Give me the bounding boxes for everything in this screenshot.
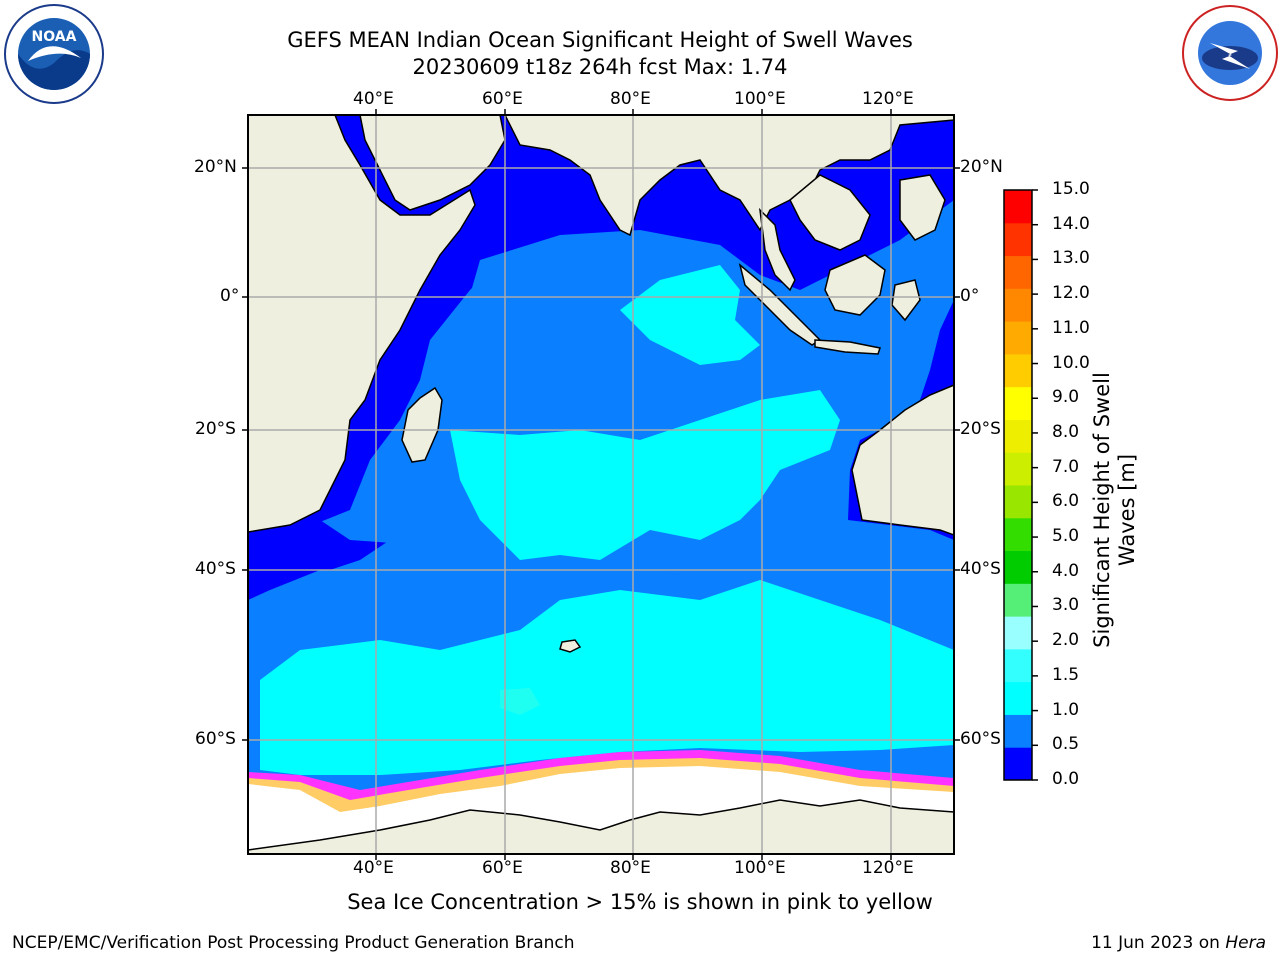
swell-1.5-2-patch: [500, 688, 540, 715]
colorbar-segment: [1004, 255, 1032, 289]
lon-label-top-100e: 100°E: [734, 89, 786, 109]
lat-label-right-40s: 40°S: [960, 559, 1001, 579]
chart-title: GEFS MEAN Indian Ocean Significant Heigh…: [287, 28, 913, 52]
colorbar-segment: [1004, 190, 1032, 224]
colorbar-title-line1: Significant Height of Swell: [1090, 372, 1114, 648]
lat-label-right-20n: 20°N: [960, 157, 1003, 177]
lon-label-bottom-120e: 120°E: [862, 858, 914, 878]
swell-1-1.5-southern: [260, 580, 954, 775]
lat-label-left-60s: 60°S: [195, 729, 236, 749]
land-kerguelen: [559, 639, 582, 653]
colorbar-segment: [1004, 616, 1032, 650]
colorbar-tick-label: 7.0: [1052, 456, 1080, 477]
colorbar-segment: [1004, 517, 1032, 552]
map-ticks: [242, 109, 960, 860]
land-malay-peninsula: [758, 207, 796, 292]
land-madagascar: [401, 386, 443, 463]
colorbar-segment: [1004, 353, 1032, 388]
colorbar-segment: [1004, 222, 1032, 257]
colorbar-tick-label: 13.0: [1052, 248, 1090, 269]
nws-logo: [1182, 5, 1278, 101]
lon-label-top-120e: 120°E: [862, 89, 914, 109]
colorbar-tick-label: 1.0: [1052, 699, 1080, 720]
lon-label-top-40e: 40°E: [353, 89, 394, 109]
land-sumatra: [738, 262, 822, 346]
colorbar-tick-label: 0.5: [1052, 734, 1080, 755]
colorbar-segment: [1004, 321, 1032, 355]
colorbar: [1003, 189, 1038, 781]
colorbar-tick-label: 6.0: [1052, 491, 1080, 512]
colorbar-segment: [1004, 386, 1032, 420]
land-australia: [851, 384, 954, 536]
colorbar-title: Significant Height of Swell Waves [m]: [1090, 330, 1140, 690]
map-frame: [247, 114, 955, 855]
colorbar-segment: [1004, 648, 1032, 683]
colorbar-tick-label: 2.0: [1052, 630, 1080, 651]
colorbar-tick-label: 3.0: [1052, 595, 1080, 616]
colorbar-tick-label: 9.0: [1052, 387, 1080, 408]
colorbar-tick-label: 5.0: [1052, 526, 1080, 547]
colorbar-tick-label: 12.0: [1052, 283, 1090, 304]
land-africa: [248, 115, 476, 533]
land-antarctica: [248, 799, 954, 854]
lat-label-right-0: 0°: [960, 286, 980, 306]
colorbar-segment: [1004, 681, 1032, 715]
lat-label-left-0: 0°: [220, 286, 240, 306]
colorbar-frame: [1003, 189, 1033, 781]
lat-label-left-20s: 20°S: [195, 419, 236, 439]
colorbar-segment: [1004, 714, 1032, 748]
swell-1-1.5-equatorial: [620, 265, 760, 365]
colorbar-segment: [1004, 485, 1032, 519]
lat-label-left-40s: 40°S: [195, 559, 236, 579]
footer-machine: Hera: [1225, 933, 1266, 953]
colorbar-tick-label: 14.0: [1052, 213, 1090, 234]
noaa-logo: NOAA: [4, 4, 104, 104]
noaa-logo-text: NOAA: [32, 29, 77, 45]
lon-label-top-60e: 60°E: [482, 89, 523, 109]
lat-label-left-20n: 20°N: [194, 157, 237, 177]
colorbar-tick-label: 10.0: [1052, 352, 1090, 373]
colorbar-segment: [1004, 550, 1032, 584]
colorbar-segment: [1004, 747, 1032, 781]
colorbar-title-line2: Waves [m]: [1115, 453, 1139, 567]
land-borneo: [824, 254, 886, 316]
swell-0-0.5-southwest: [248, 520, 460, 600]
lon-label-bottom-40e: 40°E: [353, 858, 394, 878]
swell-1-1.5-central: [450, 390, 840, 560]
swell-1-1.5-patch: [555, 690, 640, 735]
colorbar-tick-label: 0.0: [1052, 769, 1080, 789]
footer-date-text: 11 Jun 2023 on: [1091, 933, 1226, 953]
land-india: [504, 115, 954, 237]
land-arabian-peninsula: [359, 115, 506, 211]
lon-label-bottom-60e: 60°E: [482, 858, 523, 878]
colorbar-tick-label: 4.0: [1052, 560, 1080, 581]
colorbar-segment: [1004, 288, 1032, 322]
colorbar-segment: [1004, 419, 1032, 453]
colorbar-segment: [1004, 452, 1032, 486]
land-philippines: [899, 174, 946, 241]
colorbar-tick-label: 11.0: [1052, 317, 1090, 338]
lat-label-right-20s: 20°S: [960, 419, 1001, 439]
land-sulawesi: [891, 279, 921, 322]
lon-label-bottom-100e: 100°E: [734, 858, 786, 878]
lon-label-bottom-80e: 80°E: [610, 858, 651, 878]
colorbar-tick-label: 15.0: [1052, 179, 1090, 199]
land-java: [814, 339, 881, 355]
footer-date: 11 Jun 2023 on Hera: [1091, 933, 1266, 953]
lon-label-top-80e: 80°E: [610, 89, 651, 109]
graticule: [248, 115, 954, 854]
footer-credit: NCEP/EMC/Verification Post Processing Pr…: [12, 933, 575, 953]
colorbar-tick-label: 8.0: [1052, 421, 1080, 442]
land-indochina: [789, 174, 871, 251]
colorbar-segment: [1004, 583, 1032, 617]
lat-label-right-60s: 60°S: [960, 729, 1001, 749]
chart-subtitle: 20230609 t18z 264h fcst Max: 1.74: [412, 55, 788, 79]
colorbar-tick-label: 1.5: [1052, 664, 1080, 685]
sea-ice-note: Sea Ice Concentration > 15% is shown in …: [347, 890, 933, 914]
